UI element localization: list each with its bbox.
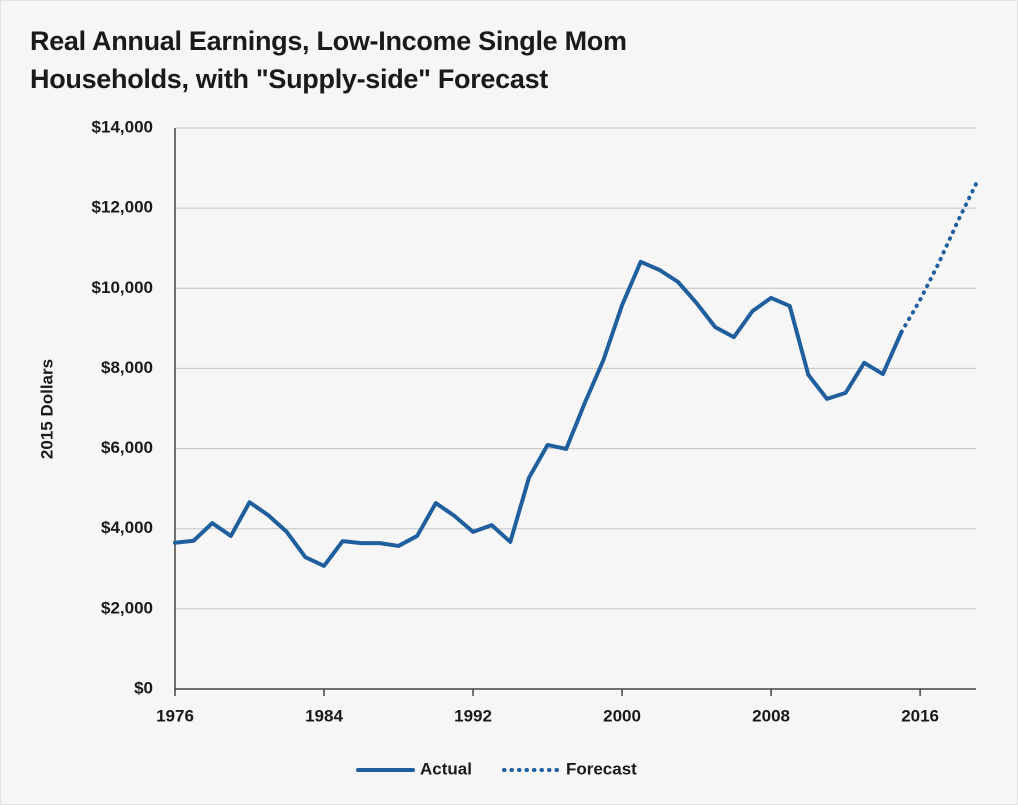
x-tick-label: 1984 [305, 706, 343, 725]
y-tick-label: $0 [134, 678, 153, 697]
series-line [899, 182, 978, 334]
x-tick-label: 2008 [752, 706, 790, 725]
legend-label: Actual [420, 759, 472, 778]
x-tick-label: 1992 [454, 706, 492, 725]
y-tick-label: $4,000 [101, 518, 153, 537]
x-tick-label: 2016 [901, 706, 939, 725]
x-tick-label: 2000 [603, 706, 641, 725]
y-tick-label: $12,000 [92, 198, 153, 217]
y-tick-label: $2,000 [101, 598, 153, 617]
y-tick-label: $10,000 [92, 278, 153, 297]
y-tick-label: $6,000 [101, 438, 153, 457]
y-tick-label: $8,000 [101, 358, 153, 377]
x-tick-label: 1976 [156, 706, 194, 725]
chart-title: Real Annual Earnings, Low-Income Single … [30, 26, 627, 94]
legend-label: Forecast [566, 759, 637, 778]
y-axis-label: 2015 Dollars [37, 359, 56, 459]
y-tick-label: $14,000 [92, 117, 153, 136]
series-line [173, 259, 904, 568]
